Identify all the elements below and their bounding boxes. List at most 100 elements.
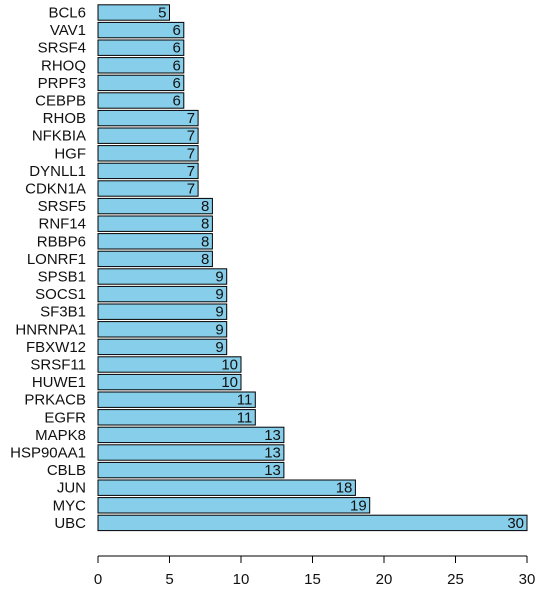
bar-rhob [97,109,199,127]
value-label: 9 [215,321,223,338]
value-label: 6 [172,22,180,39]
bar-ubc [97,514,528,532]
bar-socs1 [97,285,228,303]
category-label: JUN [57,480,86,497]
bar-rhoq [97,57,185,74]
category-label: HUWE1 [32,374,86,391]
category-label: SPSB1 [38,269,86,286]
bar-myc [97,497,371,514]
category-label: SRSF4 [38,40,86,57]
category-label: SOCS1 [35,286,86,303]
category-label: MAPK8 [35,427,86,444]
bar-lonrf1 [97,250,213,268]
category-label: SRSF11 [30,357,86,374]
category-label: PRKACB [24,392,86,409]
bar-egfr [97,409,256,426]
value-label: 7 [187,181,195,198]
bar-srsf11 [97,356,242,373]
bar-rbbp6 [97,233,213,250]
category-label: FBXW12 [26,339,86,356]
category-label: HGF [54,145,86,162]
bar-prpf3 [97,74,185,92]
bar-cblb [97,461,285,479]
value-label: 8 [201,233,209,250]
value-label: 11 [237,392,253,409]
value-label: 8 [201,216,209,233]
bar-cdkn1a [97,180,199,197]
bar-dynll1 [97,162,199,180]
bar-fbxw12 [97,338,228,356]
x-tick-label: 25 [447,571,464,588]
value-label: 13 [264,427,281,444]
bar-hgf [97,145,199,162]
category-label: RNF14 [38,216,86,233]
category-label: CDKN1A [25,181,86,198]
value-label: 6 [172,93,180,110]
value-label: 8 [201,198,209,215]
category-label: PRPF3 [38,75,86,92]
category-label: RHOQ [41,57,86,74]
bar-srsf5 [97,197,213,215]
value-label: 19 [350,497,367,514]
value-label: 6 [172,40,180,57]
bar-jun [97,479,356,496]
category-label: SRSF5 [38,198,86,215]
bar-bcl6 [97,4,170,21]
value-label: 18 [336,480,353,497]
category-label: BCL6 [48,5,86,22]
category-label: DYNLL1 [29,163,86,180]
value-label: 9 [215,339,223,356]
x-tick-label: 5 [165,571,173,588]
bar-mapk8 [97,426,285,444]
value-label: 7 [187,163,195,180]
value-label: 8 [201,251,209,268]
value-label: 6 [172,75,180,92]
value-label: 7 [187,128,195,145]
value-label: 9 [215,269,223,286]
category-label: CBLB [47,462,86,479]
category-label: HNRNPA1 [15,321,86,338]
value-label: 9 [215,286,223,303]
bar-spsb1 [97,268,228,285]
bar-huwe1 [97,373,242,391]
bar-srsf4 [97,39,185,56]
category-label: LONRF1 [27,251,86,268]
category-label: RHOB [43,110,86,127]
x-axis: 0 5 10 15 20 25 30 [94,555,536,588]
x-tick-label: 0 [94,571,102,588]
value-label: 11 [237,409,253,426]
x-tick-label: 10 [233,571,250,588]
value-label: 10 [221,357,238,374]
value-label: 6 [172,57,180,74]
value-label: 13 [264,445,281,462]
category-label: SF3B1 [40,304,86,321]
bar-hnrnpa1 [97,321,228,338]
x-tick-label: 20 [376,571,393,588]
value-label: 5 [158,5,166,22]
bar-sf3b1 [97,303,228,320]
bar-rnf14 [97,215,213,232]
category-label: HSP90AA1 [10,445,86,462]
bar-hsp90aa1 [97,444,285,461]
value-label: 7 [187,145,195,162]
value-label: 9 [215,304,223,321]
bar-nfkbia [97,127,199,144]
category-label: UBC [54,515,86,532]
value-label: 7 [187,110,195,127]
value-label: 10 [221,374,238,391]
x-tick-label: 15 [304,571,321,588]
category-labels: BCL6VAV1SRSF4RHOQPRPF3CEBPBRHOBNFKBIAHGF… [10,5,86,532]
value-label: 30 [507,515,524,532]
category-label: EGFR [44,409,86,426]
x-tick-label: 30 [519,571,536,588]
value-label: 13 [264,462,281,479]
bar-prkacb [97,391,256,408]
bar-cebpb [97,92,185,109]
category-label: CEBPB [35,93,86,110]
category-label: NFKBIA [32,128,86,145]
category-label: MYC [53,497,87,514]
bars-layer [97,4,528,532]
bar-vav1 [97,21,185,39]
